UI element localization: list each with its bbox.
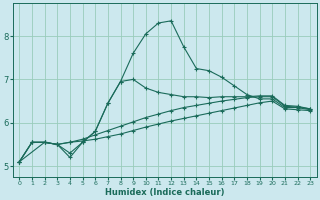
X-axis label: Humidex (Indice chaleur): Humidex (Indice chaleur) [105,188,225,197]
